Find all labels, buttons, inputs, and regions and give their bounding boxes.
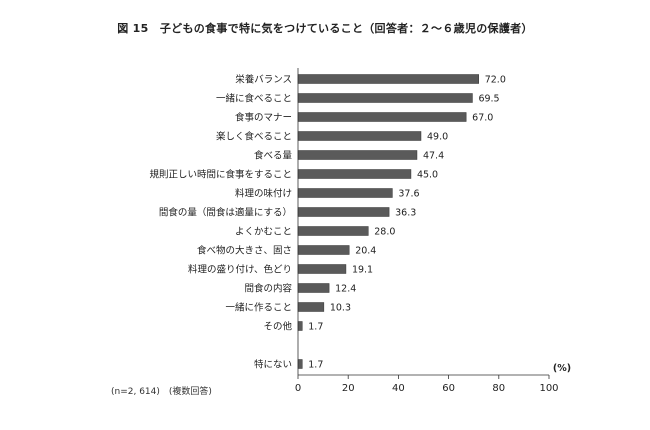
bar — [297, 207, 390, 217]
value-label: 67.0 — [472, 113, 493, 124]
value-label: 19.1 — [352, 265, 373, 276]
x-tick-label: 0 — [295, 383, 301, 394]
x-tick-label: 40 — [392, 383, 405, 394]
value-label: 69.5 — [478, 94, 499, 105]
x-tick-label: 60 — [442, 383, 455, 394]
value-label: 12.4 — [335, 284, 356, 295]
value-label: 72.0 — [485, 75, 506, 86]
category-label: 食べ物の大きさ、固さ — [197, 245, 292, 257]
category-label: 一緒に食べること — [216, 93, 292, 105]
value-label: 47.4 — [423, 151, 444, 162]
category-label: よくかむこと — [235, 227, 292, 238]
value-label: 10.3 — [330, 303, 351, 314]
bar — [297, 112, 467, 122]
x-tick-label: 20 — [342, 383, 355, 394]
category-label: 規則正しい時間に食事をすること — [149, 169, 292, 181]
bar — [297, 188, 393, 198]
unit-label: (%) — [553, 363, 571, 374]
category-label: 間食の量（間食は適量にする） — [159, 207, 292, 219]
bar — [297, 321, 303, 331]
x-tick-label: 80 — [492, 383, 505, 394]
category-label: 一緒に作ること — [225, 302, 292, 314]
bar — [297, 131, 422, 141]
value-label: 37.6 — [398, 189, 419, 200]
category-label: 楽しく食べること — [216, 131, 292, 143]
bar — [297, 283, 330, 293]
bar — [297, 226, 369, 236]
value-label: 1.7 — [308, 360, 323, 371]
bar — [297, 245, 350, 255]
value-label: 49.0 — [427, 132, 448, 143]
category-label: その他 — [263, 321, 292, 333]
x-tick-label: 100 — [539, 383, 558, 394]
bar — [297, 169, 412, 179]
bar — [297, 74, 479, 84]
bar — [297, 359, 303, 369]
sample-note: (n=2, 614) (複数回答) — [111, 387, 212, 397]
value-label: 45.0 — [417, 170, 438, 181]
category-label: 食べる量 — [254, 150, 293, 162]
bar — [297, 93, 473, 103]
bar — [297, 150, 418, 160]
category-label: 栄養バランス — [235, 74, 292, 86]
category-label: 料理の味付け — [235, 188, 292, 200]
category-label: 特にない — [254, 359, 292, 371]
category-label: 料理の盛り付け、色どり — [188, 264, 292, 276]
bar — [297, 264, 347, 274]
category-label: 食事のマナー — [235, 112, 292, 124]
value-label: 20.4 — [355, 246, 376, 257]
value-label: 1.7 — [308, 322, 323, 333]
value-label: 28.0 — [374, 227, 395, 238]
chart-title: 図 15 子どもの食事で特に気をつけていること（回答者：２～６歳児の保護者） — [117, 22, 533, 35]
bar — [297, 302, 325, 312]
value-label: 36.3 — [395, 208, 416, 219]
category-label: 間食の内容 — [244, 283, 292, 295]
